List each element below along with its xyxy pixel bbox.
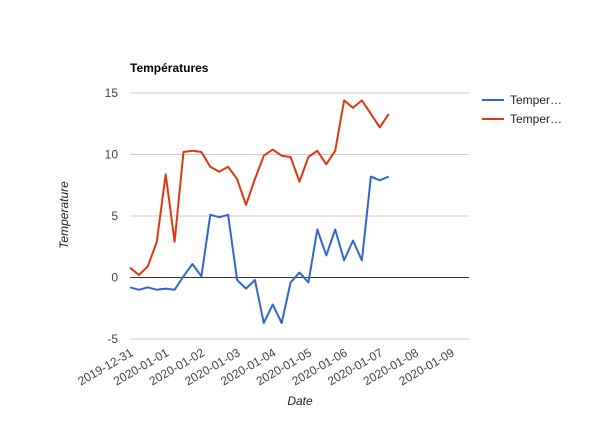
- chart-title: Températures: [130, 61, 209, 75]
- y-tick-label: 5: [111, 209, 118, 223]
- series-line-2: [129, 99, 390, 276]
- y-tick-label: 10: [105, 148, 119, 162]
- legend-label-2: Temper…: [510, 112, 562, 126]
- y-tick-label: 0: [111, 271, 118, 285]
- y-tick-label: -5: [107, 332, 118, 346]
- y-tick-label: 15: [105, 86, 119, 100]
- y-tick-labels: -5 0 5 10 15: [105, 86, 119, 346]
- series-line-1: [129, 175, 390, 324]
- grid-lines: [130, 92, 469, 340]
- series-lines: [129, 99, 390, 324]
- y-axis-label: Temperature: [57, 181, 71, 249]
- x-tick-labels: 2019-12-312020-01-012020-01-022020-01-03…: [75, 345, 457, 388]
- legend: Temper… Temper…: [482, 93, 562, 126]
- x-axis-label: Date: [287, 394, 313, 408]
- legend-label-1: Temper…: [510, 93, 562, 107]
